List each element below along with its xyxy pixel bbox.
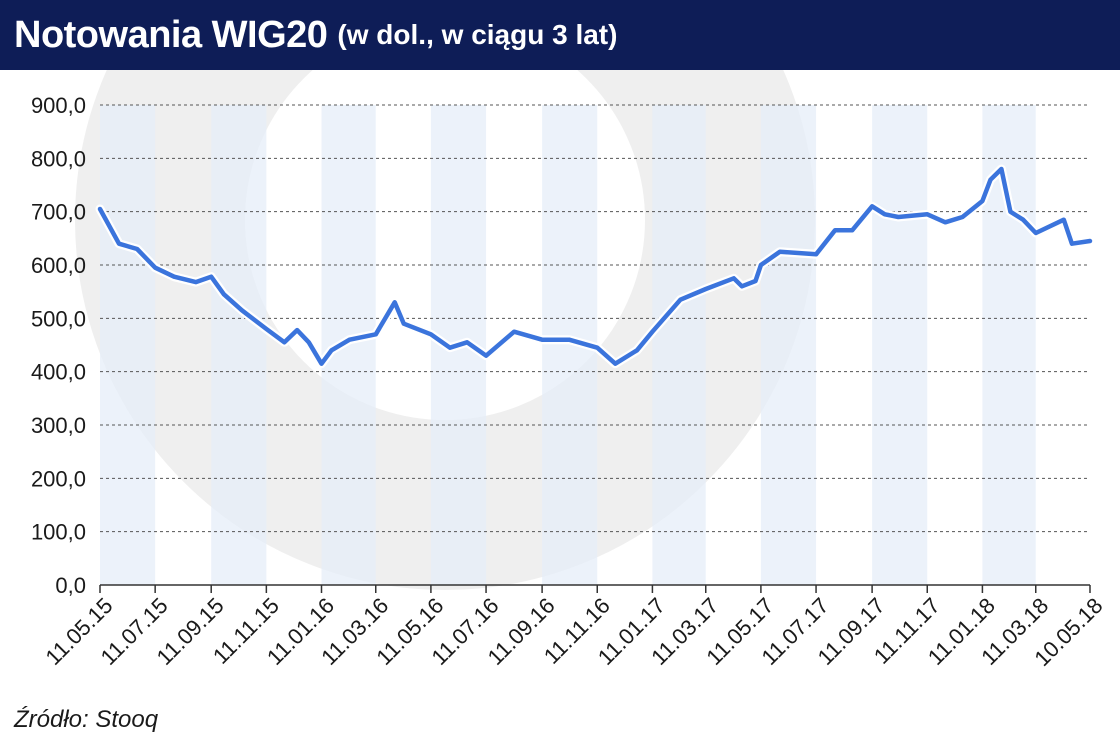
y-tick-label: 700,0: [31, 200, 86, 225]
y-tick-label: 900,0: [31, 93, 86, 118]
band: [760, 105, 817, 585]
y-axis-labels: 900,0 800,0 700,0 600,0 500,0 400,0 300,0 200,0…: [31, 93, 86, 598]
chart-subtitle: (w dol., w ciągu 3 lat): [337, 19, 618, 50]
band: [100, 105, 156, 585]
y-tick-label: 0,0: [55, 573, 86, 598]
y-tick-label: 800,0: [31, 146, 86, 171]
series-wig20: [95, 164, 1095, 369]
source-note: Źródło: Stooq: [14, 706, 159, 733]
line-chart: 900,0 800,0 700,0 600,0 500,0 400,0 300,0 200,0…: [31, 70, 1108, 671]
x-axis-ticks: [99, 585, 1091, 593]
chart-header: Notowania WIG20 (w dol., w ciągu 3 lat): [0, 0, 1120, 70]
y-tick-label: 600,0: [31, 253, 86, 278]
band: [211, 105, 267, 585]
band: [652, 105, 706, 585]
x-axis-labels: 11.05.1511.07.1511.09.1511.11.1511.01.16…: [40, 593, 1107, 671]
y-tick-label: 400,0: [31, 360, 86, 385]
chart-title: Notowania WIG20: [14, 13, 328, 56]
y-tick-label: 200,0: [31, 466, 86, 491]
series-line: [97, 166, 1093, 366]
y-tick-label: 500,0: [31, 306, 86, 331]
y-tick-label: 300,0: [31, 413, 86, 438]
band: [872, 105, 928, 585]
grid-lines: [100, 104, 1090, 533]
y-tick-label: 100,0: [31, 520, 86, 545]
month-bands: [100, 105, 1036, 585]
